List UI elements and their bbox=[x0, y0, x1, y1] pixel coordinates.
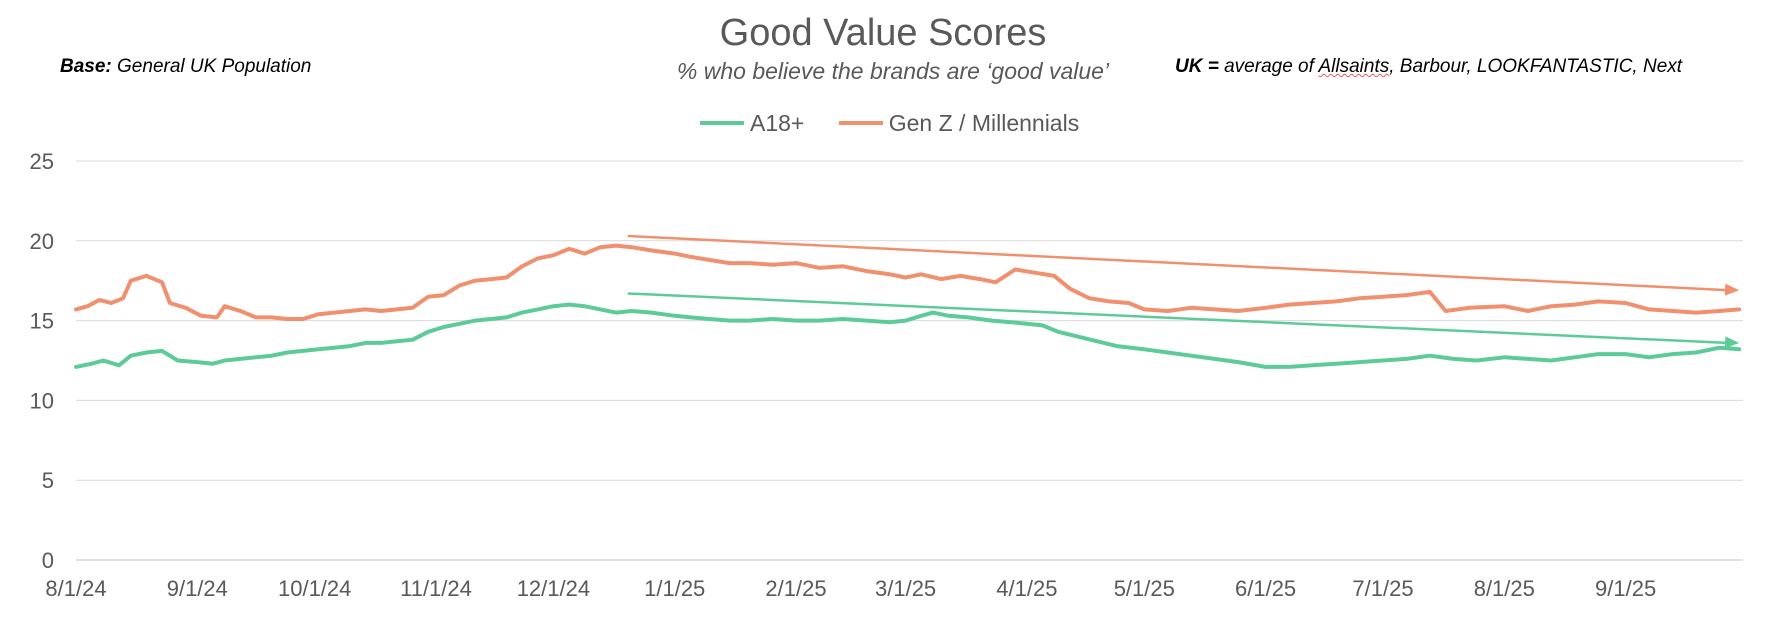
x-tick-label: 2/1/25 bbox=[765, 576, 826, 601]
base-note: Base: General UK Population bbox=[60, 56, 311, 78]
uk-note-brand: Allsaints bbox=[1318, 56, 1390, 77]
series-line-a18 bbox=[74, 302, 1742, 369]
x-tick-label: 6/1/25 bbox=[1235, 576, 1296, 601]
y-tick-label: 25 bbox=[30, 149, 54, 174]
uk-note: UK = average of Allsaints, Barbour, LOOK… bbox=[1175, 56, 1682, 78]
trend-arrow-head bbox=[1724, 336, 1740, 349]
x-tick-label: 5/1/25 bbox=[1114, 576, 1175, 601]
x-tick-label: 8/1/25 bbox=[1474, 576, 1535, 601]
series-line-genz bbox=[74, 243, 1742, 321]
legend-swatch-genz bbox=[838, 121, 883, 125]
trend-arrow-line bbox=[627, 292, 1730, 345]
x-tick-label: 9/1/25 bbox=[1595, 576, 1656, 601]
legend-label-genz: Gen Z / Millennials bbox=[888, 109, 1080, 136]
legend-item-genz: Gen Z / Millennials bbox=[838, 109, 1080, 137]
y-tick-label: 0 bbox=[42, 548, 54, 573]
y-tick-label: 10 bbox=[30, 388, 54, 413]
legend-item-a18: A18+ bbox=[700, 110, 804, 137]
y-tick-label: 20 bbox=[30, 229, 54, 254]
x-tick-label: 4/1/25 bbox=[996, 576, 1057, 601]
trend-arrow-line bbox=[627, 234, 1730, 292]
y-tick-label: 15 bbox=[30, 309, 54, 334]
x-tick-label: 1/1/25 bbox=[644, 576, 705, 601]
uk-note-label: UK = bbox=[1175, 56, 1219, 77]
x-tick-label: 3/1/25 bbox=[875, 576, 936, 601]
x-tick-label: 8/1/24 bbox=[45, 576, 106, 601]
uk-note-text-post: , Barbour, LOOKFANTASTIC, Next bbox=[1389, 56, 1683, 77]
chart-title: Good Value Scores bbox=[719, 12, 1047, 54]
x-tick-label: 7/1/25 bbox=[1352, 576, 1413, 601]
base-note-text: General UK Population bbox=[117, 56, 312, 77]
base-note-label: Base: bbox=[60, 56, 112, 77]
legend-label-a18: A18+ bbox=[750, 109, 805, 136]
x-tick-label: 12/1/24 bbox=[517, 576, 590, 601]
x-tick-label: 9/1/24 bbox=[167, 576, 228, 601]
x-tick-label: 10/1/24 bbox=[278, 576, 351, 601]
chart-legend: A18+ Gen Z / Millennials bbox=[700, 104, 1107, 137]
uk-note-text-pre: average of bbox=[1224, 56, 1319, 77]
trend-arrow-head bbox=[1724, 283, 1740, 296]
legend-swatch-a18 bbox=[700, 121, 744, 125]
y-tick-label: 5 bbox=[42, 468, 54, 493]
chart-subtitle: % who believe the brands are ‘good value… bbox=[676, 58, 1110, 84]
x-tick-label: 11/1/24 bbox=[400, 576, 472, 601]
